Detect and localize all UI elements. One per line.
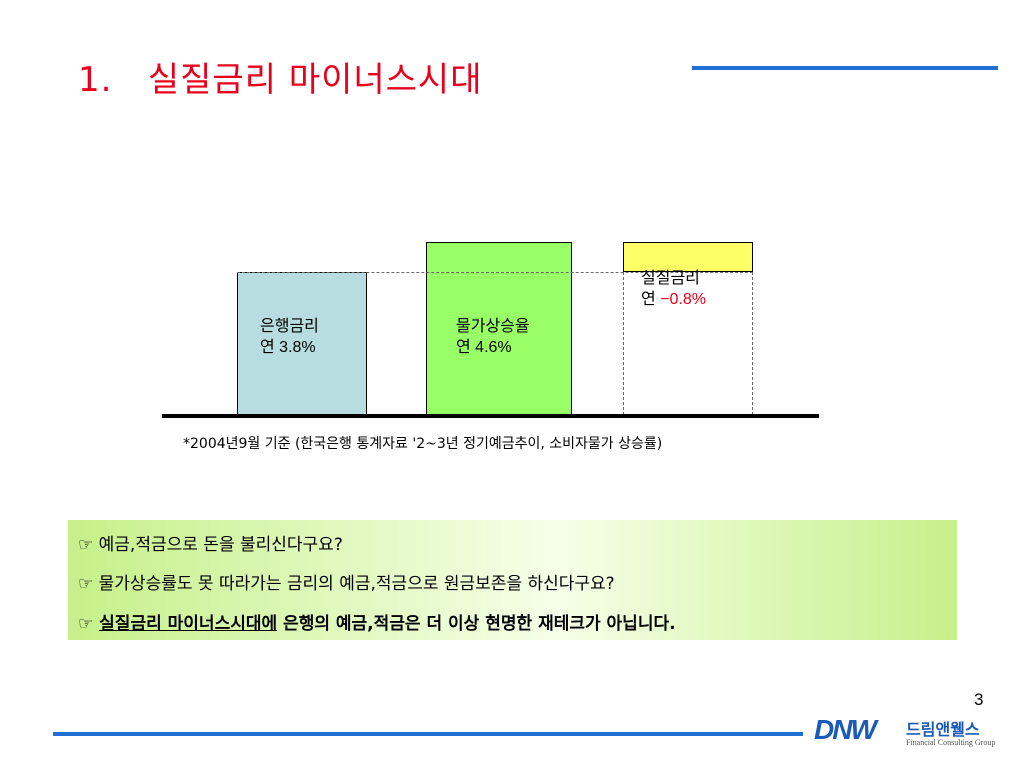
chart-footnote: *2004년9월 기준 (한국은행 통계자료 '2~3년 정기예금추이, 소비자… — [183, 436, 663, 452]
reference-line-bank-rate — [237, 272, 753, 274]
bar-real-rate — [623, 242, 753, 273]
chart-baseline — [162, 414, 819, 418]
bar-bank-rate — [237, 272, 367, 415]
logo-mark: DNW — [814, 714, 877, 745]
message-line-3: ☞ 실질금리 마이너스시대에 은행의 예금,적금은 더 이상 현명한 재테크가 … — [78, 614, 676, 634]
bar-inflation-rate — [426, 242, 572, 415]
data-label-inflation-rate: 물가상승율 연 4.6% — [456, 318, 530, 357]
data-label-bank-rate: 은행금리 연 3.8% — [260, 318, 319, 357]
title-accent-line — [692, 66, 998, 70]
message-line-2: ☞ 물가상승률도 못 따라가는 금리의 예금,적금으로 원금보존을 하신다구요? — [78, 574, 615, 594]
message-box: ☞ 예금,적금으로 돈을 불리신다구요? ☞ 물가상승률도 못 따라가는 금리의… — [68, 520, 957, 640]
message-line-1: ☞ 예금,적금으로 돈을 불리신다구요? — [78, 535, 343, 555]
pointing-hand-icon: ☞ — [78, 614, 94, 634]
reference-line-left — [623, 272, 624, 415]
footer-accent-line — [53, 732, 803, 736]
slide-title: 1. 실질금리 마이너스시대 — [78, 60, 483, 100]
pointing-hand-icon: ☞ — [78, 574, 94, 594]
page-number: 3 — [974, 690, 984, 709]
logo-tagline: Financial Consulting Group — [906, 738, 996, 747]
pointing-hand-icon: ☞ — [78, 535, 94, 555]
data-label-real-rate: 실질금리 연 −0.8% — [641, 270, 706, 309]
reference-line-right — [752, 272, 753, 415]
logo-name: 드림앤웰스 — [906, 720, 980, 739]
